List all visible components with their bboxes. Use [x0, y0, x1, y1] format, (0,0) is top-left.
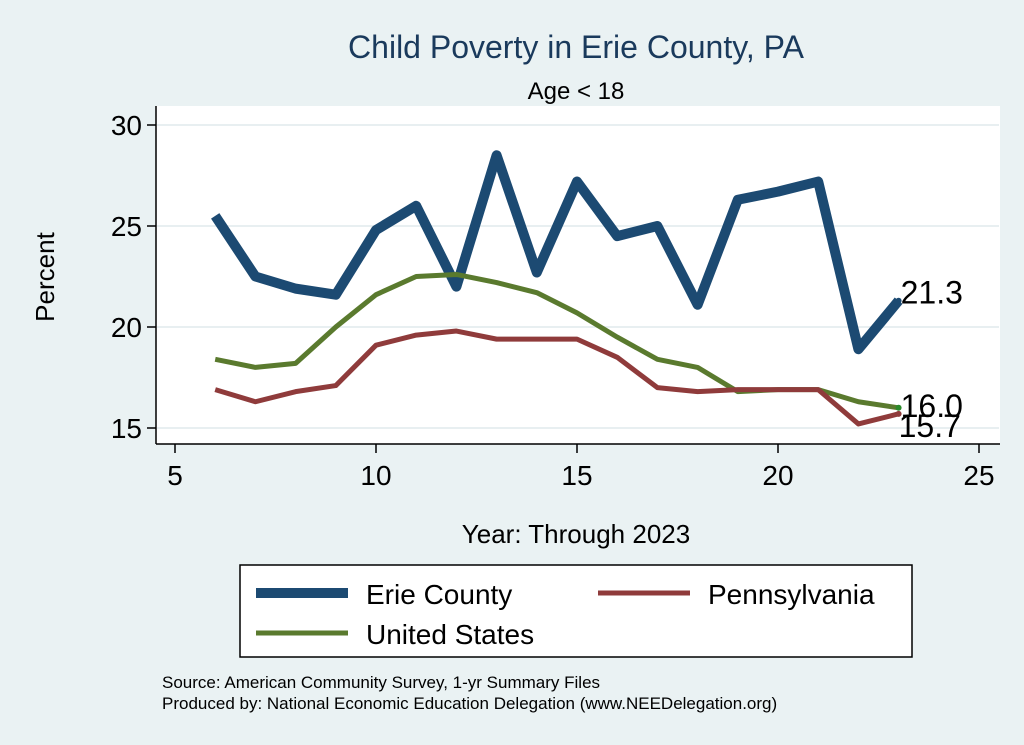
end-label-erie-county: 21.3 [901, 275, 963, 311]
plot-area [156, 106, 1000, 444]
x-tick-label: 20 [762, 460, 793, 491]
produced-note: Produced by: National Economic Education… [162, 694, 777, 713]
y-tick-label: 15 [111, 413, 142, 444]
end-label-pennsylvania: 15.7 [899, 408, 961, 444]
x-tick-label: 25 [963, 460, 994, 491]
legend-box [239, 564, 913, 658]
chart-title: Child Poverty in Erie County, PA [348, 29, 805, 65]
y-axis-label: Percent [30, 231, 60, 321]
x-tick-label: 15 [561, 460, 592, 491]
legend-label-united-states: United States [366, 619, 534, 650]
series-line-pennsylvania [214, 328, 900, 427]
end-marker-united-states [895, 404, 902, 411]
axis-ticks: 15 20 25 30 5 10 15 20 25 [111, 110, 995, 491]
chart-subtitle: Age < 18 [528, 78, 625, 105]
series-lines [211, 150, 903, 427]
grid [157, 124, 999, 429]
y-tick-label: 25 [111, 211, 142, 242]
end-label-united-states: 16.0 [901, 388, 963, 424]
y-tick-label: 20 [111, 312, 142, 343]
y-tick-label: 30 [111, 110, 142, 141]
legend: Erie County Pennsylvania United States [239, 564, 913, 658]
end-labels: 21.3 15.716.0 [895, 275, 963, 444]
legend-label-erie-county: Erie County [366, 579, 512, 610]
x-tick-label: 5 [167, 460, 183, 491]
end-marker-erie-county [895, 297, 902, 304]
legend-label-pennsylvania: Pennsylvania [708, 579, 875, 610]
end-marker-pennsylvania [895, 410, 902, 417]
series-line-erie-county [211, 150, 903, 355]
x-tick-label: 10 [360, 460, 391, 491]
x-axis-label: Year: Through 2023 [462, 519, 690, 549]
source-note: Source: American Community Survey, 1-yr … [162, 673, 600, 692]
